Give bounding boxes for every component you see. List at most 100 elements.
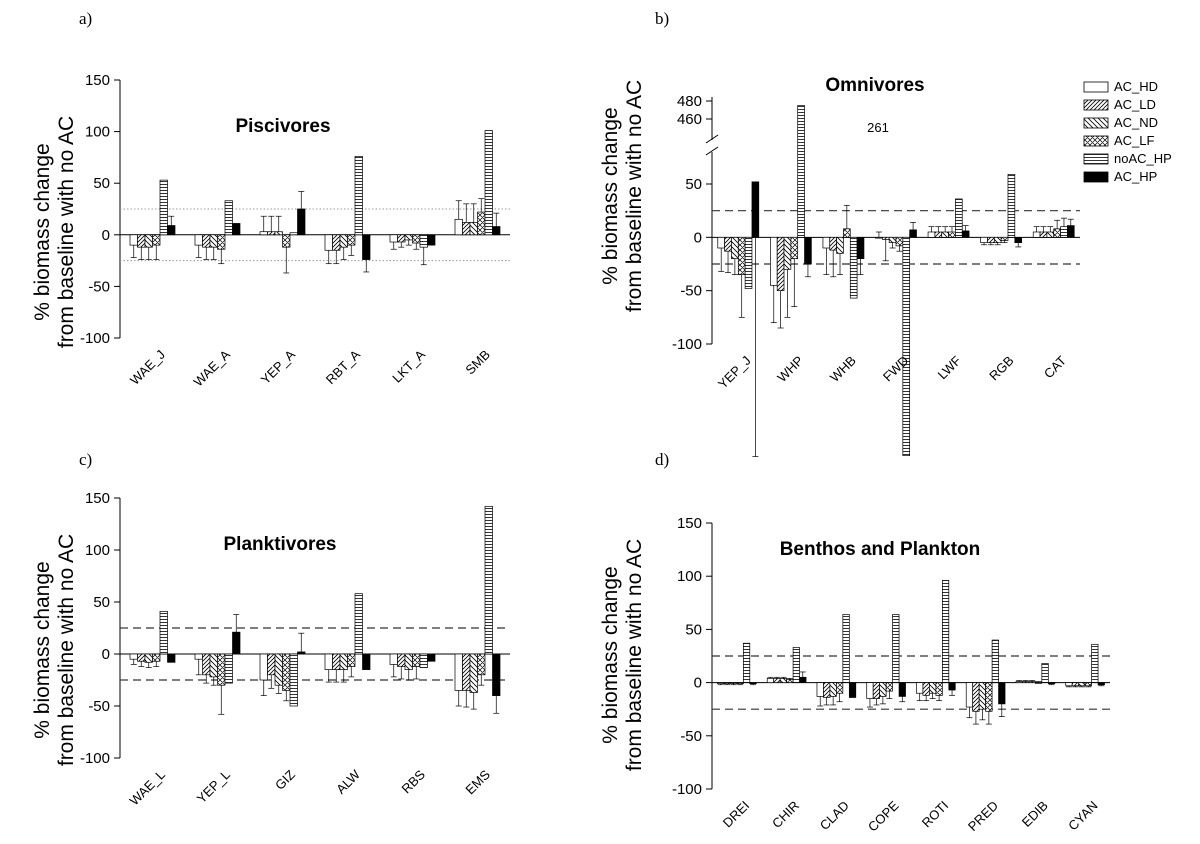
bar-d-drei-ac-ld <box>723 682 731 685</box>
bar-a-yep-a-ac-hp <box>297 208 306 236</box>
bar-c-yep-l-ac-nd <box>209 653 218 678</box>
bar-d-pred-ac-hp <box>998 682 1006 705</box>
bar-d-cope-ac-lf <box>885 682 893 692</box>
x-tick-label-a-wae-a: WAE_A <box>191 347 234 390</box>
bar-d-roti-ac-nd <box>929 682 937 694</box>
y-tick-label-d--100: -100 <box>672 781 702 798</box>
y-tick-label-d--50: -50 <box>680 728 702 745</box>
legend-swatch-ac-nd <box>1083 117 1109 129</box>
y-tick-label-a-150: 150 <box>85 72 110 89</box>
bar-b-fwd-ac-lf <box>895 236 904 247</box>
x-tick-label-b-yep-j: YEP_J <box>715 353 754 392</box>
x-tick-label-d-drei: DREI <box>720 798 753 831</box>
bar-c-wae-l-ac-nd <box>144 653 153 663</box>
bar-c-giz-ac-lf <box>282 653 291 691</box>
bar-d-pred-ac-nd <box>978 682 986 710</box>
bar-b-lwf-ac-ld <box>934 231 943 238</box>
bar-d-edib-noac-hp <box>1041 663 1049 683</box>
bar-c-giz-ac-nd <box>274 653 283 686</box>
bar-b-rgb-noac-hp <box>1007 174 1016 238</box>
bar-b-fwd-ac-ld <box>881 236 890 240</box>
panel-label-c: c) <box>79 450 92 469</box>
bar-d-roti-ac-hp <box>948 682 956 691</box>
panel-label-a: a) <box>79 9 92 28</box>
x-tick-label-d-cope: COPE <box>865 798 902 835</box>
bar-c-rbs-ac-hd <box>389 653 398 665</box>
legend-swatch-ac-hp <box>1083 171 1109 183</box>
bar-d-clad-ac-lf <box>836 682 844 694</box>
bar-c-giz-ac-hp <box>297 651 306 655</box>
bar-b-cat-ac-hp <box>1067 225 1075 238</box>
bar-d-cope-ac-hd <box>866 682 874 699</box>
legend: AC_HD AC_LD AC_ND AC_LF noAC_HP AC_HP <box>1083 79 1172 184</box>
bar-a-lkt-a-noac-hp <box>419 234 428 248</box>
bar-b-cat-noac-hp <box>1060 226 1068 238</box>
x-tick-label-c-giz: GIZ <box>272 767 298 793</box>
annotation-261: 261 <box>867 120 889 135</box>
bar-d-drei-ac-hd <box>717 682 725 685</box>
bar-d-roti-ac-lf <box>935 682 943 696</box>
y-tick-label-b-460: 460 <box>677 111 702 128</box>
bar-a-yep-a-ac-hd <box>259 231 268 236</box>
x-tick-label-c-wae-l: WAE_L <box>127 767 168 808</box>
bar-b-yep-j-noac-hp <box>744 236 753 289</box>
bar-d-cyan-ac-ld <box>1071 682 1080 687</box>
bar-d-roti-noac-hp <box>941 580 950 683</box>
bar-d-edib-ac-lf <box>1035 682 1043 684</box>
x-tick-label-b-whp: WHP <box>774 353 806 385</box>
bar-a-yep-a-noac-hp <box>289 232 298 236</box>
bar-a-wae-a-ac-nd <box>209 234 218 248</box>
bar-b-cat-ac-nd <box>1046 231 1055 238</box>
bar-a-smb-noac-hp <box>484 130 493 236</box>
x-tick-label-a-wae-j: WAE_J <box>127 347 168 388</box>
bar-b-fwd-ac-hp <box>909 229 917 238</box>
x-tick-label-a-rbt-a: RBT_A <box>323 347 363 387</box>
bar-b-lwf-ac-nd <box>941 231 949 238</box>
x-tick-label-d-chir: CHIR <box>769 798 802 831</box>
bar-c-rbs-ac-nd <box>404 653 413 670</box>
bar-b-rgb-ac-ld <box>987 236 995 244</box>
y-axis-label-d-line2: from baseline with no AC <box>623 539 646 771</box>
bar-d-clad-ac-ld <box>823 682 831 698</box>
bar-d-chir-ac-hd <box>766 677 775 683</box>
bar-a-wae-a-ac-lf <box>217 234 226 250</box>
x-tick-label-c-ems: EMS <box>462 767 493 798</box>
bar-d-chir-ac-nd <box>779 677 787 683</box>
y-axis-label-b-line1: % biomass change <box>599 107 622 284</box>
bar-d-cyan-noac-hp <box>1091 643 1099 683</box>
y-tick-label-d-0: 0 <box>694 675 702 692</box>
bar-c-rbs-noac-hp <box>419 653 428 668</box>
bar-a-rbt-a-ac-ld <box>332 234 341 251</box>
bar-d-edib-ac-hd <box>1015 681 1023 683</box>
bar-b-whb-ac-nd <box>836 236 844 254</box>
bar-c-alw-ac-hp <box>362 653 371 670</box>
bar-a-wae-a-noac-hp <box>224 200 233 236</box>
bar-b-lwf-noac-hp <box>955 198 963 238</box>
x-tick-label-d-clad: CLAD <box>817 798 852 833</box>
bar-c-wae-l-ac-hp <box>167 653 176 663</box>
x-tick-label-a-yep-a: YEP_A <box>258 347 298 387</box>
y-tick-label-c-100: 100 <box>85 542 110 559</box>
bar-d-cope-ac-ld <box>872 682 881 699</box>
bar-c-alw-ac-ld <box>332 653 341 670</box>
y-tick-label-a-100: 100 <box>85 124 110 141</box>
bar-d-drei-noac-hp <box>742 642 751 683</box>
y-tick-label-d-100: 100 <box>677 568 702 585</box>
bar-c-wae-l-ac-ld <box>137 653 146 662</box>
bar-c-rbs-ac-ld <box>397 653 406 667</box>
bar-a-lkt-a-ac-nd <box>404 234 413 241</box>
bar-a-wae-j-ac-ld <box>137 234 146 248</box>
bar-a-wae-j-ac-nd <box>144 234 153 248</box>
bar-c-yep-l-ac-hd <box>194 653 203 660</box>
bar-d-chir-ac-lf <box>786 679 794 683</box>
bar-d-edib-ac-ld <box>1022 681 1030 683</box>
y-tick-label-b-0: 0 <box>694 229 702 246</box>
panel-title-b: Omnivores <box>825 75 924 96</box>
bar-a-yep-a-ac-ld <box>267 231 276 236</box>
bar-a-smb-ac-ld <box>462 222 471 236</box>
x-tick-label-b-cat: CAT <box>1041 353 1069 381</box>
x-tick-label-a-lkt-a: LKT_A <box>389 347 428 386</box>
legend-label-ac-ld: AC_LD <box>1114 97 1156 112</box>
